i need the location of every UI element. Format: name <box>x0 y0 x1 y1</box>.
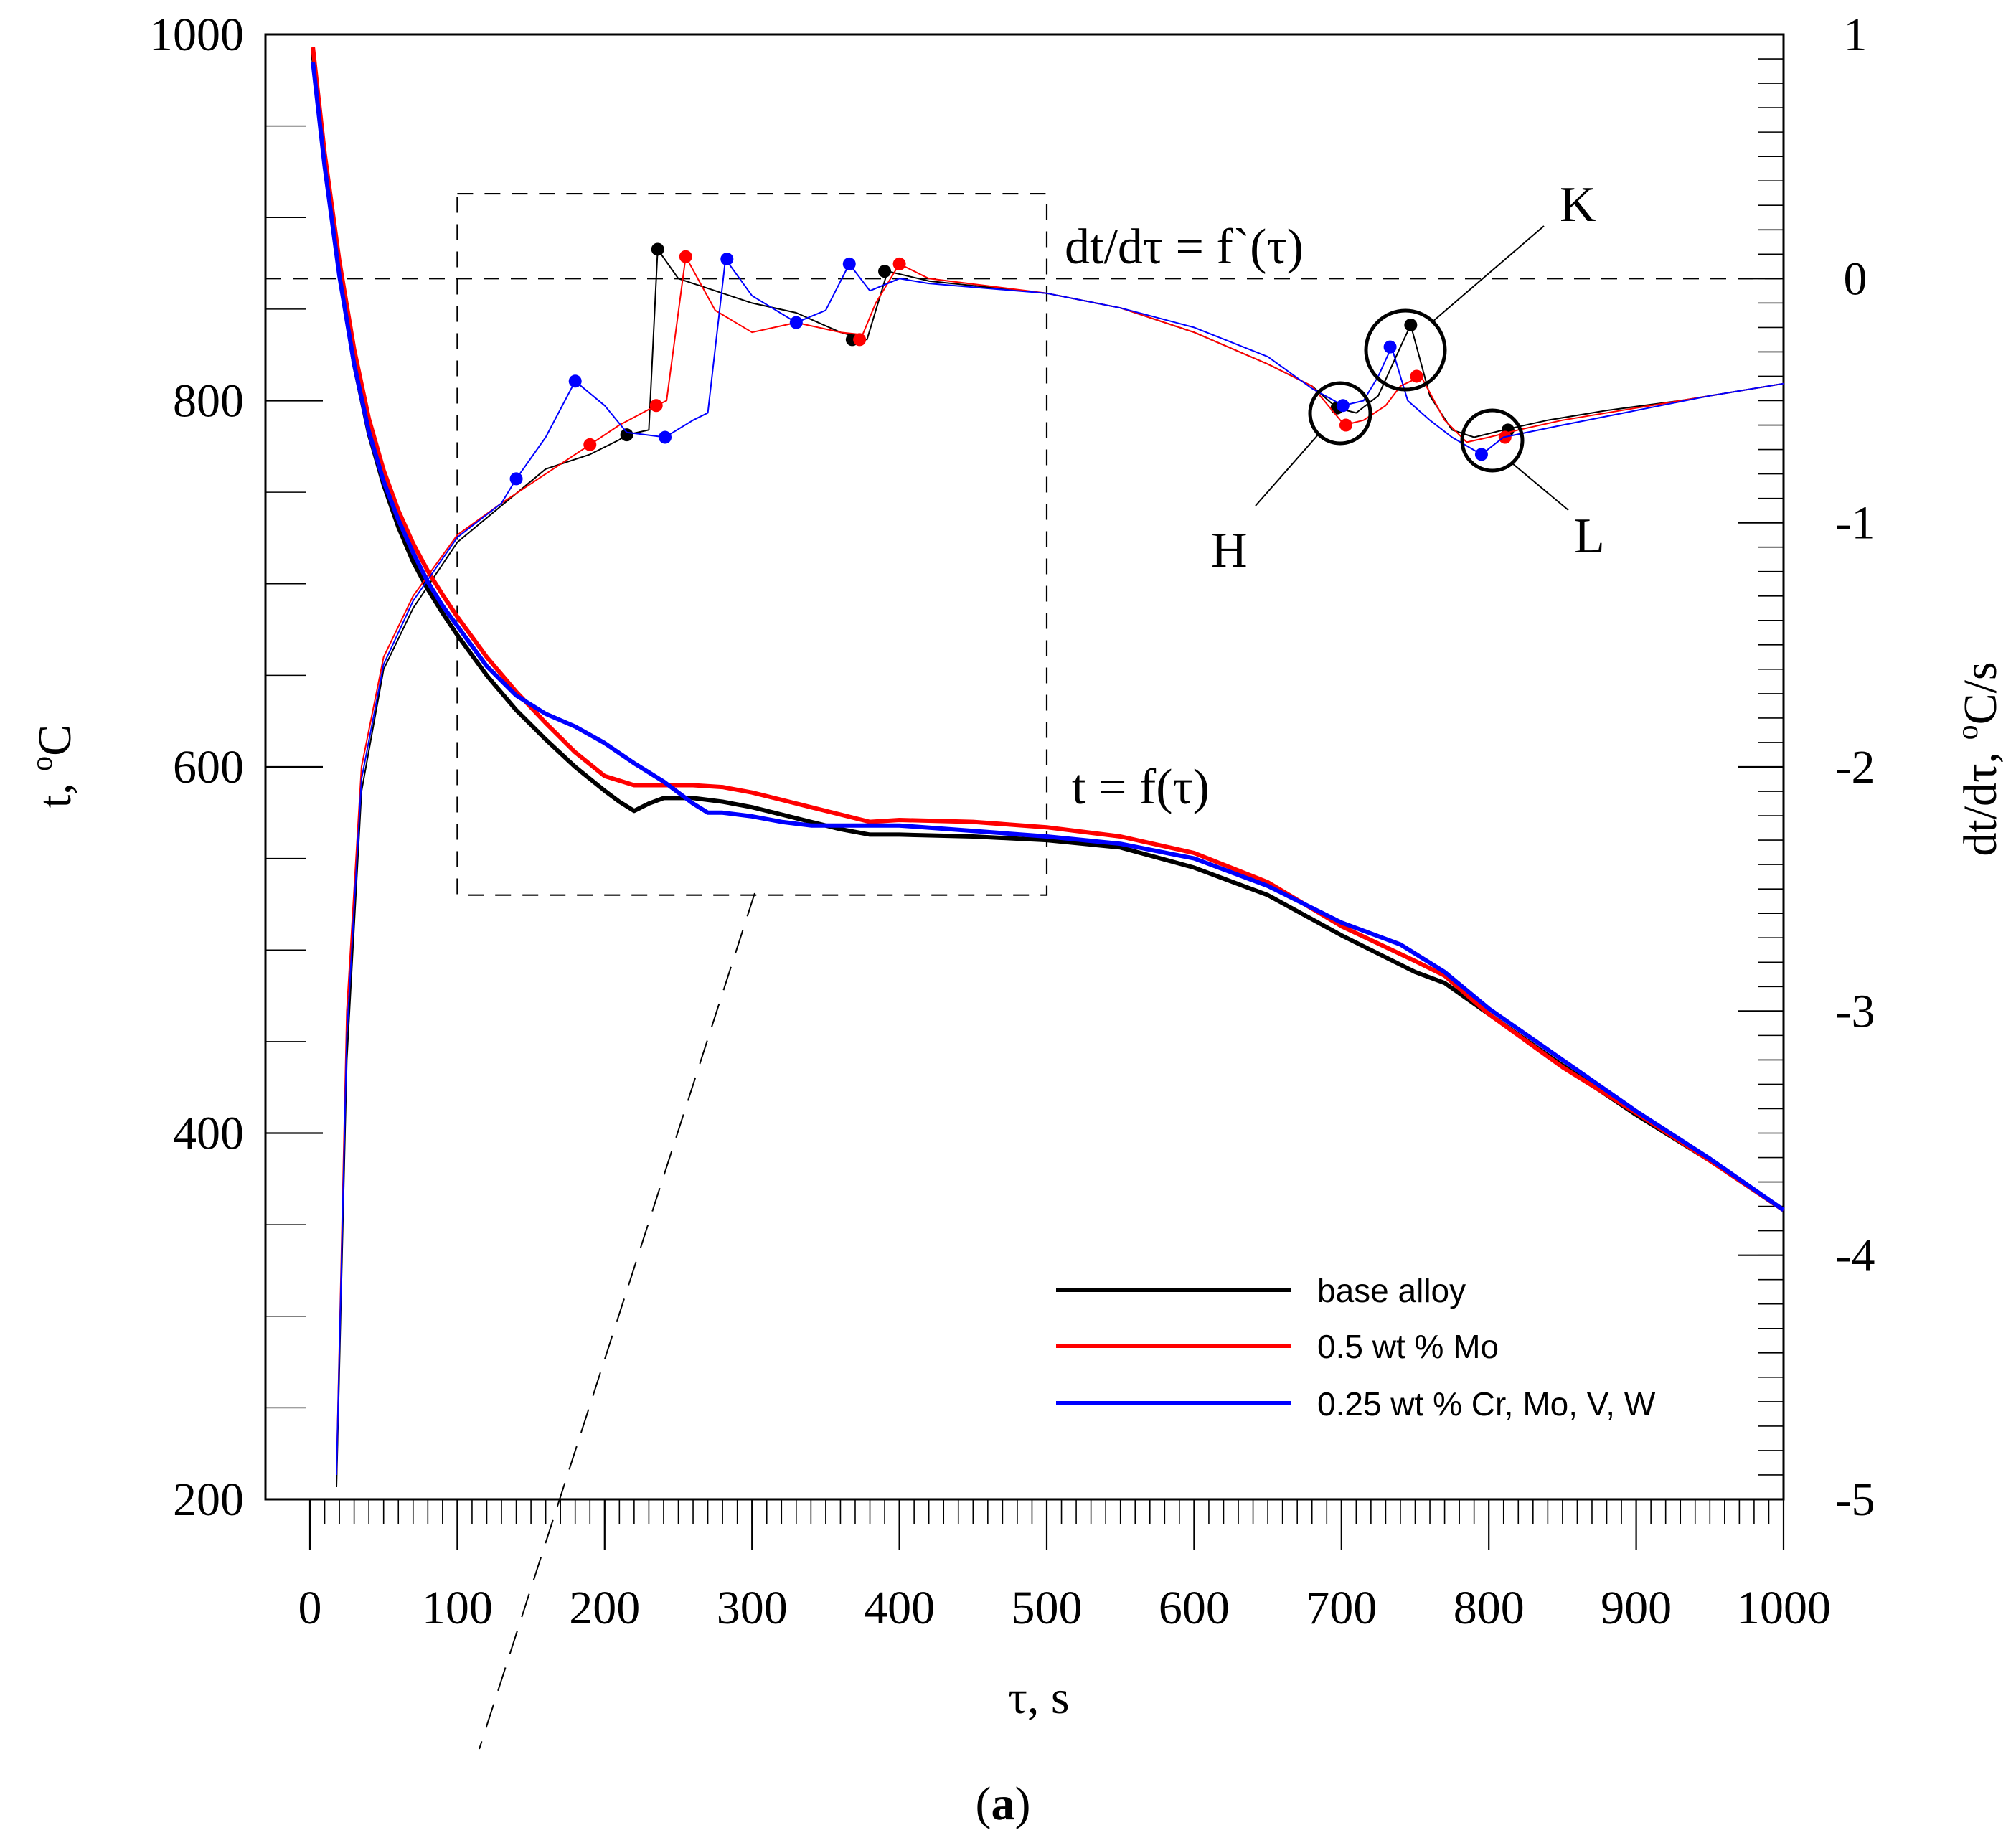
derivative-point-cr-mo-v-w <box>659 430 672 444</box>
panel-label-open: ( <box>976 1778 991 1830</box>
zoom-box <box>456 192 1048 896</box>
derivative-curve-base-alloy <box>336 248 1784 1488</box>
y-left-tick-label: 800 <box>173 375 244 428</box>
derivative-point-mo <box>583 438 597 451</box>
y-left-axis-title: t, oC <box>26 725 81 808</box>
legend: base alloy 0.5 wt % Mo 0.25 wt % Cr, Mo,… <box>1056 1272 1656 1423</box>
y-left-tick-labels: 200 400 600 800 1000 <box>149 9 244 1526</box>
panel-label-letter: a <box>991 1778 1015 1830</box>
derivative-point-mo <box>679 250 692 263</box>
derivative-point-mo <box>1339 418 1352 432</box>
derivative-point-base-alloy <box>651 242 664 256</box>
x-tick-label: 800 <box>1454 1582 1525 1634</box>
legend-label-mo: 0.5 wt % Mo <box>1317 1328 1499 1365</box>
derivative-point-mo <box>1410 369 1423 383</box>
x-tick-label: 600 <box>1159 1582 1230 1634</box>
derivative-point-mo <box>649 399 663 412</box>
legend-label-cr-mo-v-w: 0.25 wt % Cr, Mo, V, W <box>1317 1385 1656 1423</box>
series-mo <box>311 47 1785 1476</box>
x-tick-label: 900 <box>1601 1582 1672 1634</box>
cooling-curve-cr-mo-v-w <box>311 61 1785 1212</box>
derivative-point-base-alloy <box>1404 318 1418 331</box>
y-left-title-tail: C <box>29 725 81 756</box>
cooling-curve-mo <box>311 47 1785 1212</box>
y-right-tick-label: -2 <box>1836 741 1875 793</box>
derivative-point-cr-mo-v-w <box>842 257 856 270</box>
leader-K <box>1431 225 1545 323</box>
y-left-tick-label: 600 <box>173 741 244 793</box>
major-ticks <box>265 33 1785 1550</box>
cooling-curve-base-alloy <box>311 52 1785 1212</box>
derivative-point-cr-mo-v-w <box>1383 340 1397 354</box>
x-tick-label: 0 <box>298 1582 322 1634</box>
panel-label-close: ) <box>1015 1778 1031 1830</box>
minor-ticks <box>265 34 1784 1524</box>
label-point-L: L <box>1574 509 1605 564</box>
legend-label-base-alloy: base alloy <box>1317 1272 1466 1309</box>
x-tick-label: 700 <box>1306 1582 1377 1634</box>
derivative-curve-cr-mo-v-w <box>336 258 1784 1476</box>
circle-L <box>1460 408 1525 473</box>
plot-frame <box>264 33 1785 1501</box>
y-left-tick-label: 200 <box>173 1474 244 1526</box>
x-tick-label: 100 <box>422 1582 493 1634</box>
leader-L <box>1512 463 1569 511</box>
x-tick-label: 200 <box>569 1582 640 1634</box>
y-right-tick-label: -5 <box>1836 1474 1875 1526</box>
derivative-curve-mo <box>336 255 1784 1476</box>
y-right-tick-label: -4 <box>1836 1230 1875 1282</box>
zoom-pointer-line <box>479 892 755 1750</box>
series-base-alloy <box>311 52 1785 1488</box>
leader-H <box>1255 433 1319 506</box>
series-cr-mo-v-w <box>311 61 1785 1476</box>
y-right-axis-title: dt/dτ, oC/s <box>1951 661 2007 856</box>
circle-K <box>1364 308 1447 392</box>
y-right-tick-labels: -5 -4 -3 -2 -1 0 1 <box>1836 9 1875 1526</box>
y-right-tick-label: -1 <box>1836 497 1875 550</box>
label-point-H: H <box>1211 523 1248 578</box>
y-right-title-sup: o <box>1951 725 1984 740</box>
y-right-tick-label: -3 <box>1836 985 1875 1037</box>
derivative-point-cr-mo-v-w <box>568 374 582 388</box>
derivative-point-mo <box>892 257 906 270</box>
y-right-title-prefix: dt/dτ, <box>1954 740 2007 856</box>
y-right-tick-label: 0 <box>1844 253 1867 305</box>
annotation-derivative-curve: dt/dτ = f`(τ) <box>1065 220 1304 275</box>
y-right-tick-label: 1 <box>1844 9 1867 61</box>
derivative-point-base-alloy <box>878 265 892 278</box>
y-left-tick-label: 400 <box>173 1108 244 1160</box>
y-left-title-sup: o <box>26 756 59 771</box>
y-left-title-unit: t, <box>29 771 81 808</box>
series-layer <box>311 47 1785 1488</box>
annotation-temperature-curve: t = f(τ) <box>1072 760 1210 815</box>
derivative-point-cr-mo-v-w <box>789 316 803 329</box>
derivative-point-cr-mo-v-w <box>1474 448 1488 461</box>
label-point-K: K <box>1560 177 1596 232</box>
y-left-tick-label: 1000 <box>149 9 244 61</box>
derivative-point-cr-mo-v-w <box>509 472 523 486</box>
circle-H <box>1308 381 1372 446</box>
x-tick-labels: 0 100 200 300 400 500 600 700 800 900 1000 <box>298 1582 1832 1634</box>
panel-label: (a) <box>976 1778 1031 1830</box>
y-right-title-tail: C/s <box>1954 661 2007 725</box>
derivative-point-mo <box>853 333 867 346</box>
x-tick-label: 500 <box>1012 1582 1083 1634</box>
x-tick-label: 1000 <box>1736 1582 1831 1634</box>
x-tick-label: 300 <box>717 1582 788 1634</box>
x-tick-label: 400 <box>864 1582 935 1634</box>
derivative-point-cr-mo-v-w <box>1336 399 1350 412</box>
derivative-point-cr-mo-v-w <box>720 253 734 266</box>
x-axis-title: τ, s <box>1008 1672 1069 1724</box>
derivative-point-base-alloy <box>620 428 633 442</box>
